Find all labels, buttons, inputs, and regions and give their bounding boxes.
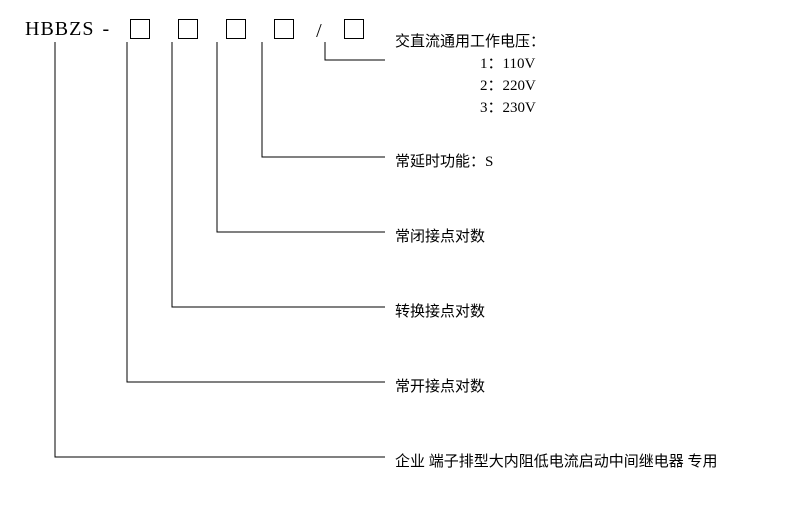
transfer-contacts-label: 转换接点对数 [395,300,485,321]
delay-label: 常延时功能：S [395,150,493,171]
connector-lines [0,0,800,510]
voltage-1-label: 1：110V [480,52,535,73]
voltage-title-label: 交直流通用工作电压： [395,30,545,51]
diagram-container: HBBZS - / 交直流通用工作电压： 1：110V 2：220V 3：230… [0,0,800,510]
voltage-3-label: 3：230V [480,96,536,117]
company-label: 企业 端子排型大内阻低电流启动中间继电器 专用 [395,450,718,471]
nc-contacts-label: 常闭接点对数 [395,225,485,246]
voltage-2-label: 2：220V [480,74,536,95]
no-contacts-label: 常开接点对数 [395,375,485,396]
